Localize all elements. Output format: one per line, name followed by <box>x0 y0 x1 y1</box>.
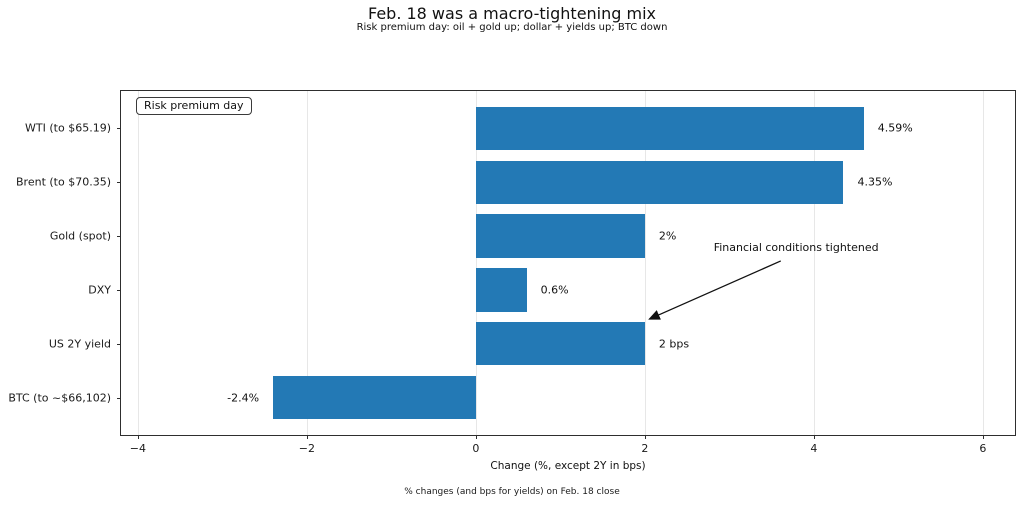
plot-area: Risk premium day Financial conditions ti… <box>8 90 1016 472</box>
y-category-label: US 2Y yield <box>48 337 111 351</box>
bar <box>273 376 476 420</box>
x-tick-label: 4 <box>810 442 818 455</box>
x-tick-label: 2 <box>641 442 649 455</box>
y-tick-mark <box>117 236 121 238</box>
x-tick-mark <box>137 435 139 439</box>
gridline <box>644 91 646 435</box>
y-category-label: WTI (to $65.19) <box>25 121 111 135</box>
chart-title: Feb. 18 was a macro-tightening mix <box>367 4 657 23</box>
chart-subtitle: Risk premium day: oil + gold up; dollar … <box>356 22 668 33</box>
y-category-label: DXY <box>88 283 111 297</box>
y-tick-mark <box>117 343 121 345</box>
value-label: 0.6% <box>540 283 569 297</box>
bar <box>475 268 527 312</box>
x-tick-mark <box>982 435 984 439</box>
y-category-label: Brent (to $70.35) <box>16 175 111 189</box>
y-tick-mark <box>117 289 121 291</box>
value-label: 4.35% <box>857 175 893 189</box>
value-label: 4.59% <box>877 121 913 135</box>
x-tick-mark <box>306 435 308 439</box>
annotation-arrow-line <box>648 260 782 320</box>
footnote: % changes (and bps for yields) on Feb. 1… <box>404 487 620 497</box>
gridline <box>137 91 139 435</box>
y-category-label: Gold (spot) <box>49 229 111 243</box>
x-tick-mark <box>475 435 477 439</box>
x-tick-label: −4 <box>129 442 146 455</box>
y-category-label: BTC (to ~$66,102) <box>8 391 111 405</box>
y-tick-mark <box>117 182 121 184</box>
x-axis-title: Change (%, except 2Y in bps) <box>490 460 646 472</box>
legend: Risk premium day <box>136 97 252 115</box>
value-label: -2.4% <box>227 391 260 405</box>
annotation-text: Financial conditions tightened <box>713 241 879 255</box>
x-tick-label: −2 <box>298 442 315 455</box>
value-label: 2% <box>658 229 677 243</box>
value-label: 2 bps <box>658 337 690 351</box>
gridline <box>813 91 815 435</box>
y-tick-mark <box>117 128 121 130</box>
bar <box>475 106 864 150</box>
legend-label: Risk premium day <box>144 99 244 112</box>
gridline <box>475 91 477 435</box>
x-tick-mark <box>813 435 815 439</box>
x-tick-label: 6 <box>979 442 987 455</box>
bar <box>475 214 645 258</box>
bar <box>475 160 844 204</box>
gridline <box>306 91 308 435</box>
x-tick-mark <box>644 435 646 439</box>
x-tick-label: 0 <box>472 442 480 455</box>
y-tick-mark <box>117 397 121 399</box>
gridline <box>982 91 984 435</box>
bar <box>475 322 645 366</box>
